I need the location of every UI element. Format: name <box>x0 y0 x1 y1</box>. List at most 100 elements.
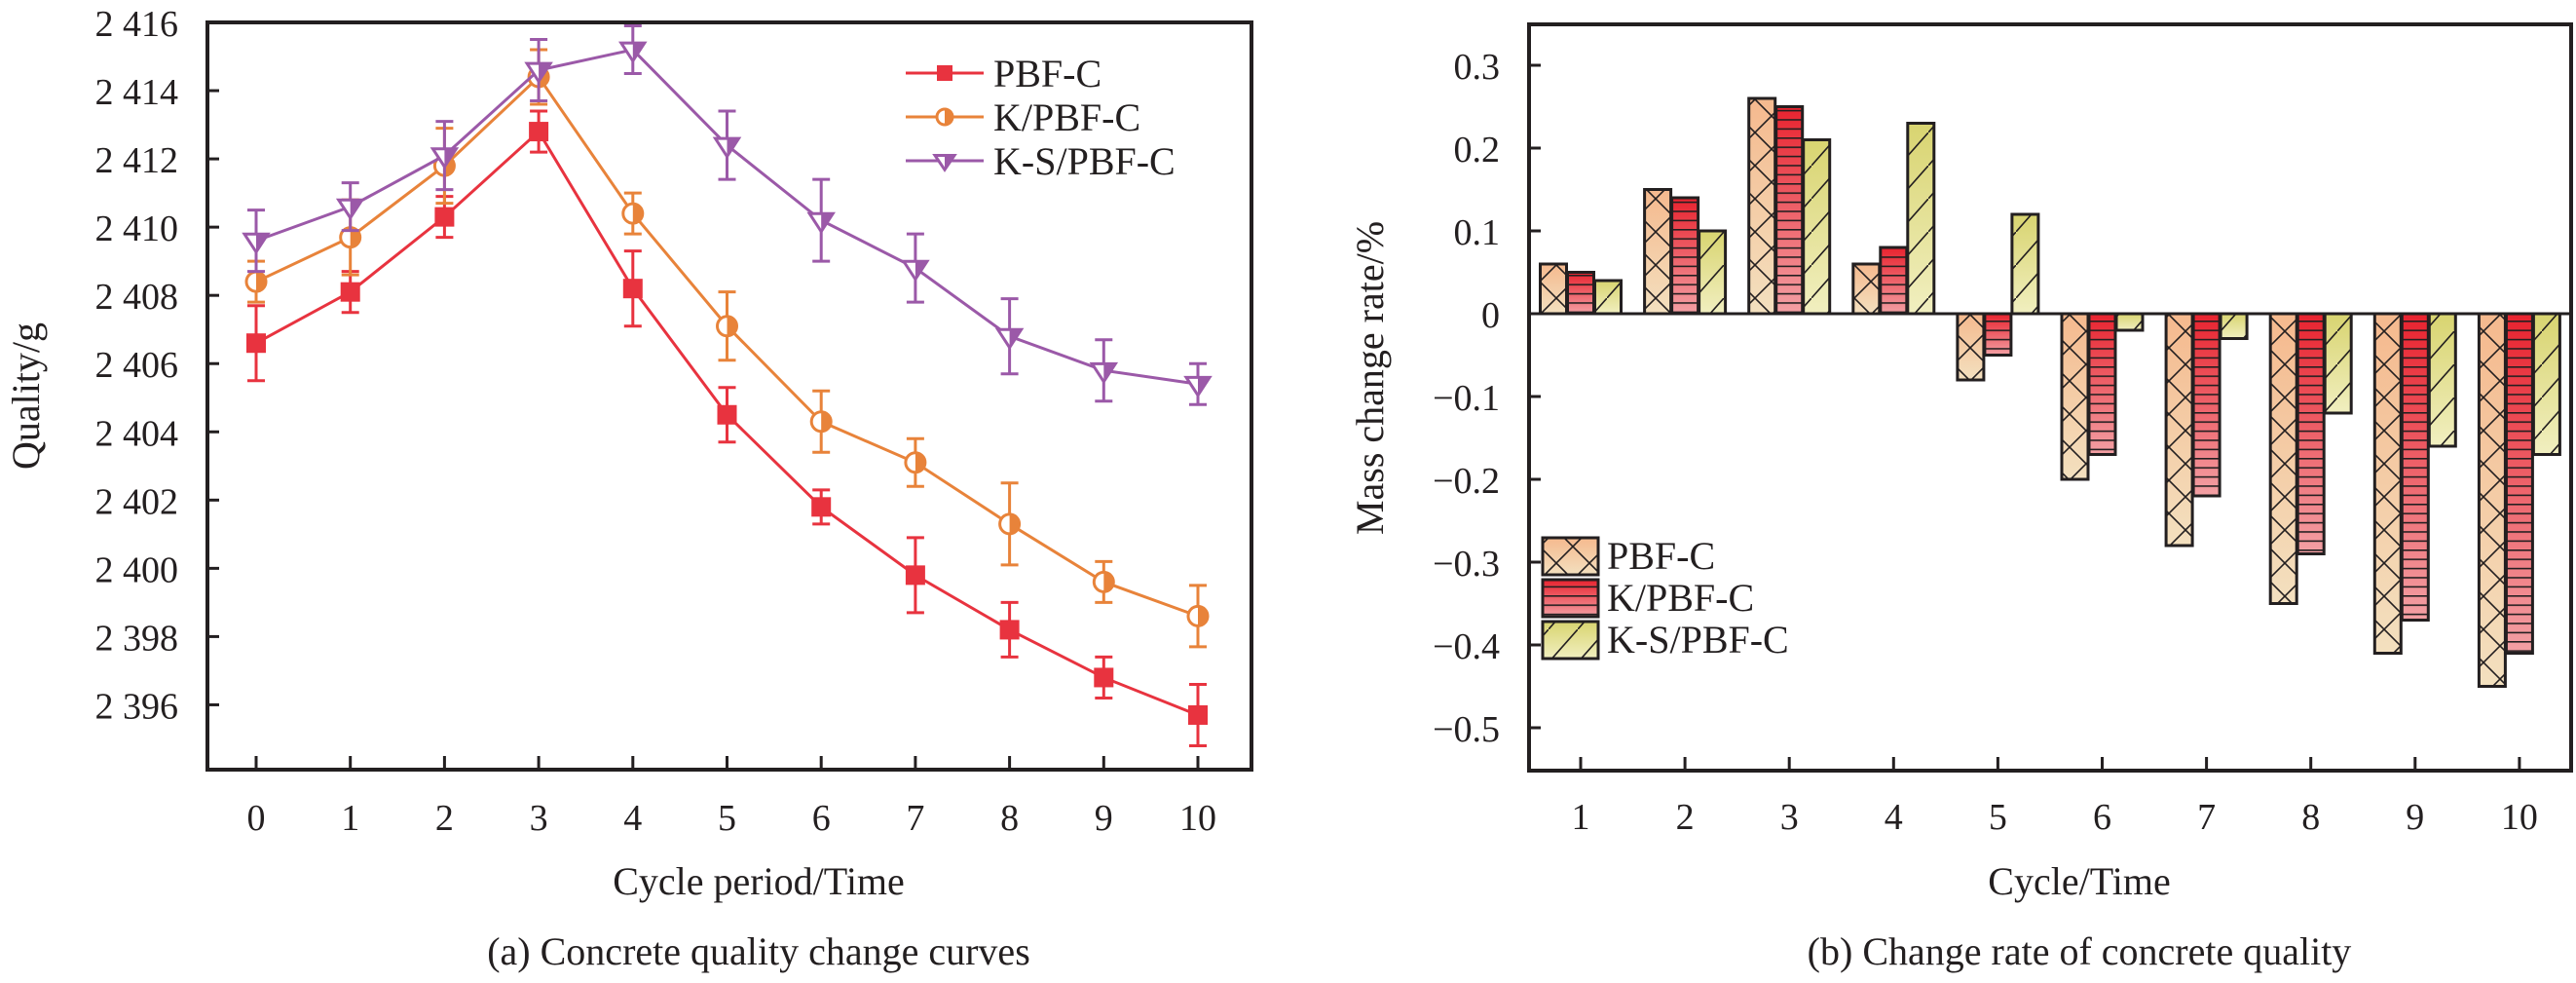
series-pbf-c <box>1539 96 2507 688</box>
data-point-triangle <box>932 153 957 172</box>
y-tick-label: 2 400 <box>95 549 179 590</box>
data-point-triangle <box>901 259 930 283</box>
chart-a-x-axis-title: Cycle period/Time <box>613 859 905 903</box>
y-tick-label: 2 410 <box>95 208 179 249</box>
bar <box>2010 212 2040 316</box>
bar <box>1956 312 1986 382</box>
legend-item: PBF-C <box>906 52 1101 95</box>
y-tick-label: −0.1 <box>1433 378 1500 419</box>
chart-a-x-axis: 0 1 2 3 4 5 6 7 8 9 10 <box>247 756 1216 839</box>
chart-a-plot-frame <box>205 20 1253 772</box>
data-point-circle <box>1092 570 1115 593</box>
data-point-triangle <box>429 147 460 170</box>
series-k-s-pbf-c <box>1593 122 2561 456</box>
data-point-circle <box>716 315 738 338</box>
legend-item: K-S/PBF-C <box>1541 618 1789 662</box>
data-point-circle <box>935 107 954 127</box>
bar <box>1670 196 1700 316</box>
data-point-circle <box>904 451 927 474</box>
data-point-triangle <box>618 41 648 64</box>
legend-swatch <box>1541 620 1600 661</box>
data-point-square <box>1188 704 1208 725</box>
x-tick-label: 2 <box>1676 797 1695 838</box>
legend-item: K-S/PBF-C <box>906 139 1176 183</box>
y-tick-label: 2 406 <box>95 345 179 386</box>
bar <box>2219 312 2249 340</box>
x-tick-label: 5 <box>1989 797 2007 838</box>
data-point-triangle <box>242 232 271 255</box>
y-tick-label: 0.1 <box>1454 212 1501 253</box>
series-pbf-c <box>246 109 1208 747</box>
data-point-square <box>937 65 952 81</box>
data-point-square <box>717 404 737 425</box>
bar <box>1851 262 1882 316</box>
y-tick-label: 2 412 <box>95 140 179 181</box>
chart-a-legend: PBF-CK/PBF-CK-S/PBF-C <box>906 52 1176 183</box>
legend-swatch <box>1541 536 1600 577</box>
data-point-triangle <box>335 198 365 221</box>
x-tick-label: 5 <box>718 798 736 839</box>
chart-b-x-axis-title: Cycle/Time <box>1988 859 2170 903</box>
bar <box>2477 312 2507 688</box>
y-tick-label: 2 396 <box>95 686 179 727</box>
data-point-square <box>340 282 360 302</box>
data-point-triangle <box>524 61 553 85</box>
bar <box>2400 312 2430 622</box>
x-tick-label: 3 <box>530 798 548 839</box>
data-point-circle <box>244 270 268 293</box>
x-tick-label: 10 <box>2501 797 2538 838</box>
bar <box>2060 312 2090 481</box>
data-point-triangle <box>1089 361 1119 385</box>
data-point-square <box>434 207 455 227</box>
chart-b-legend: PBF-CK/PBF-CK-S/PBF-C <box>1541 534 1789 662</box>
x-tick-label: 2 <box>435 798 454 839</box>
bar <box>2427 312 2457 448</box>
data-point-square <box>999 620 1020 640</box>
y-tick-label: 0.2 <box>1454 130 1501 170</box>
y-tick-label: −0.4 <box>1433 626 1500 667</box>
legend-item: PBF-C <box>1541 534 1715 578</box>
x-tick-label: 3 <box>1780 797 1799 838</box>
chart-a-y-axis: 2 396 2 398 2 400 2 402 2 404 2 406 2 408 2 410… <box>95 4 219 727</box>
x-tick-label: 1 <box>1572 797 1590 838</box>
x-tick-label: 9 <box>1095 798 1113 839</box>
x-tick-label: 8 <box>1000 798 1019 839</box>
x-tick-label: 6 <box>2093 797 2111 838</box>
data-point-triangle <box>806 211 836 235</box>
x-tick-label: 1 <box>341 798 359 839</box>
bar <box>2087 312 2117 456</box>
x-tick-label: 9 <box>2406 797 2424 838</box>
bar <box>1802 138 1832 316</box>
y-tick-label: 2 414 <box>95 72 179 113</box>
bar <box>2296 312 2326 555</box>
chart-b-bars <box>1539 96 2561 688</box>
y-tick-label: 2 398 <box>95 618 179 659</box>
y-tick-label: −0.2 <box>1433 461 1500 502</box>
x-tick-label: 7 <box>906 798 924 839</box>
data-point-square <box>1094 667 1114 688</box>
data-point-circle <box>809 410 833 434</box>
x-tick-label: 4 <box>623 798 642 839</box>
bar <box>2191 312 2221 498</box>
bar <box>1747 96 1777 316</box>
bar <box>2323 312 2353 415</box>
bar <box>1879 246 1909 316</box>
data-point-circle <box>339 226 362 249</box>
bar <box>1698 229 1728 316</box>
data-point-triangle <box>712 136 742 160</box>
data-point-square <box>811 497 832 517</box>
x-tick-label: 7 <box>2197 797 2216 838</box>
x-tick-label: 0 <box>247 798 266 839</box>
y-tick-label: 2 404 <box>95 413 179 454</box>
chart-b-y-axis: 0.3 0.2 0.1 0 −0.1 −0.2 −0.3 −0.4 −0.5 <box>1433 47 1541 750</box>
chart-a-y-axis-title: Quality/g <box>4 322 48 470</box>
data-point-triangle <box>1183 375 1213 398</box>
bar <box>1593 279 1623 316</box>
chart-b-mass-change-rate: 0.3 0.2 0.1 0 −0.1 −0.2 −0.3 −0.4 −0.5 1 2 3 4 5 6 7 8 9… <box>1348 22 2573 973</box>
legend-item: K/PBF-C <box>1541 576 1754 620</box>
chart-a-caption: (a) Concrete quality change curves <box>487 929 1030 973</box>
series-k-s-pbf-c <box>242 24 1213 406</box>
legend-label: K/PBF-C <box>1607 576 1754 620</box>
